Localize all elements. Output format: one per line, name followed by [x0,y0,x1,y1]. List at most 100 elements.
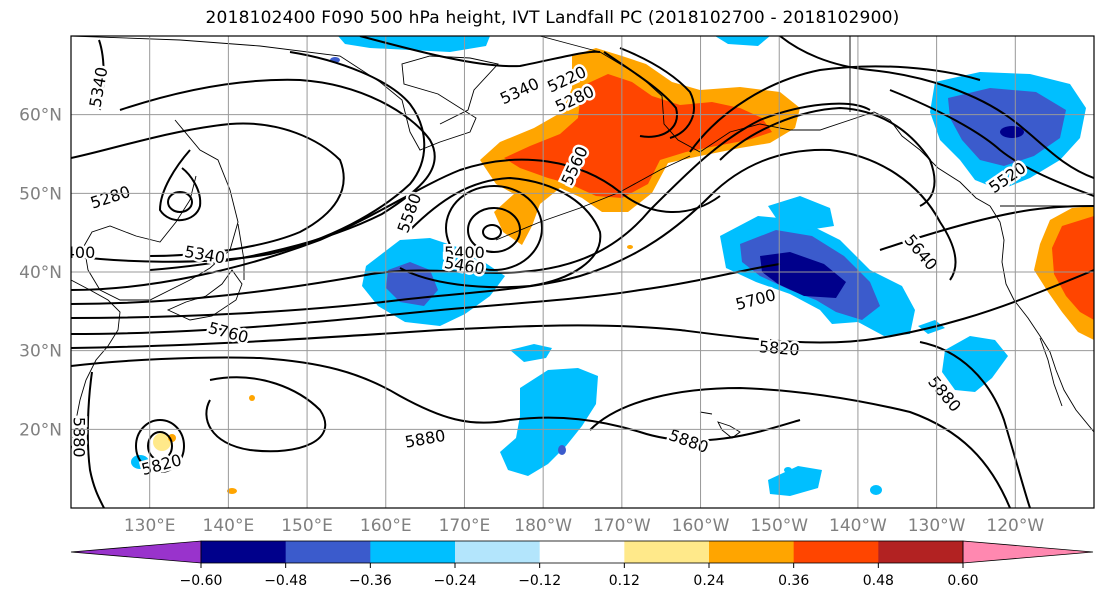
contour-label: 5640 [901,231,942,274]
contour-typhoon-outer [135,419,185,473]
contour-sakhalin-low [158,149,202,221]
contour-east-2 [889,89,1094,197]
map-title: 2018102400 F090 500 hPa height, IVT Land… [205,8,900,28]
latitude-labels: 60°N 50°N 40°N 30°N 20°N [19,106,62,441]
coastline-kamchatka [71,36,499,151]
contour-5880-east [589,386,1011,508]
contour-ridge-top [689,65,981,153]
colorbar-tick-label: 0.24 [693,573,724,589]
latitude-label: 60°N [19,106,62,126]
colorbar-segment [793,541,879,563]
longitude-label: 170°W [593,516,651,536]
contour-5520-east [779,36,1094,179]
coastline-na-west [989,205,1094,433]
ivt-region-red-westcoast [1052,216,1094,320]
contour-5580 [71,158,721,291]
contour-label: 5580 [393,191,425,236]
longitude-label: 140°E [203,516,255,536]
contour-5880-asia [86,371,105,508]
contour-label: 5880 [69,417,88,458]
contour-low-center [482,224,502,240]
contour-sakhalin-small [167,191,193,213]
contour-5640-west [71,102,871,305]
contour-label: 5400 [55,243,96,262]
graticule [71,36,1094,508]
colorbar-segment [370,541,456,563]
colorbar-tick-label: −0.60 [180,573,223,589]
colorbar-tick-label: 0.60 [947,573,978,589]
colorbar-segment [285,541,371,563]
contour-5880-westpac [205,376,327,453]
latitude-label: 40°N [19,263,62,283]
coastline-baja [1039,337,1063,407]
contour-low-5400 [467,207,521,253]
latitude-label: 20°N [19,420,62,440]
ivt-spot-orange-small [249,395,255,401]
ivt-region-blue-westpac [386,262,438,306]
contour-low-5460 [445,185,543,271]
ivt-region-navy-bc [1000,126,1024,138]
contour-bering-2 [603,51,678,138]
longitude-label: 130°W [908,516,966,536]
ivt-region-navy-eastpac [760,252,846,298]
coastline-aleutians [495,155,691,241]
longitude-label: 160°E [360,516,412,536]
contour-5400-west [71,51,426,263]
colorbar-extend-low [70,540,202,564]
colorbar-tick-label: 0.12 [609,573,640,589]
contour-5700 [71,148,957,319]
contour-label: 5700 [733,285,777,314]
contour-5340-nw [98,39,105,111]
contour-label: 5820 [139,450,183,479]
colorbar-segment [455,541,541,563]
latitude-label: 30°N [19,342,62,362]
coastline-okhotsk [83,119,239,301]
colorbar-tick-label: −0.36 [349,573,392,589]
contour-label: 5340 [86,65,112,108]
contour-5640-east [879,205,1094,251]
longitude-label: 130°E [124,516,176,536]
colorbar-tick-label: −0.24 [434,573,477,589]
longitude-label: 160°W [672,516,730,536]
longitude-label: 150°W [750,516,808,536]
contour-label: 5340 [183,242,226,268]
longitude-label: 140°W [829,516,887,536]
colorbar-segment [624,541,710,563]
colorbar: −0.60 −0.48 −0.36 −0.24 −0.12 0.12 0.24 0.36 0.4… [70,540,1094,589]
contour-5280 [71,122,345,257]
longitude-labels: 130°E 140°E 150°E 160°E 170°E 180°W 170°W 160°W… [124,516,1045,536]
contour-label: 5340 [497,74,542,108]
ivt-spot-orange-mid [627,245,633,249]
ivt-spot-blue-hawaii [558,445,566,455]
ivt-spot-cyan-se [768,466,822,496]
ivt-spot-yellow-west [153,433,171,451]
contour-5760 [71,263,781,335]
contour-5880-west [71,356,511,424]
coastline-hawaii [699,411,741,439]
longitude-label: 150°E [281,516,333,536]
colorbar-outline [200,540,964,564]
contour-ridge-2 [719,106,936,207]
contour-top-1 [359,36,601,68]
longitude-label: 120°W [986,516,1044,536]
colorbar-tick-label: 0.36 [778,573,809,589]
ivt-region-cyan-hawaii-west [500,368,598,476]
contour-label: 5880 [666,425,711,457]
contour-5880-far-east [919,341,1031,508]
contour-5880-mid [509,416,801,442]
colorbar-extend-high [962,540,1094,564]
colorbar-tick-label: −0.48 [264,573,307,589]
ivt-spot-cyan-subtropic [510,344,552,362]
contour-label: 5280 [88,182,133,213]
coastline-asia-east [71,279,121,451]
ivt-region-cyan-top-mid [715,36,770,46]
colorbar-segment [709,541,795,563]
contour-5520-mid [399,176,602,289]
height-contours [71,36,1094,508]
map-frame [70,35,1095,509]
contour-bering-1 [619,47,695,139]
colorbar-segment [878,541,964,563]
longitude-label: 180°W [514,516,572,536]
longitude-label: 170°E [439,516,491,536]
